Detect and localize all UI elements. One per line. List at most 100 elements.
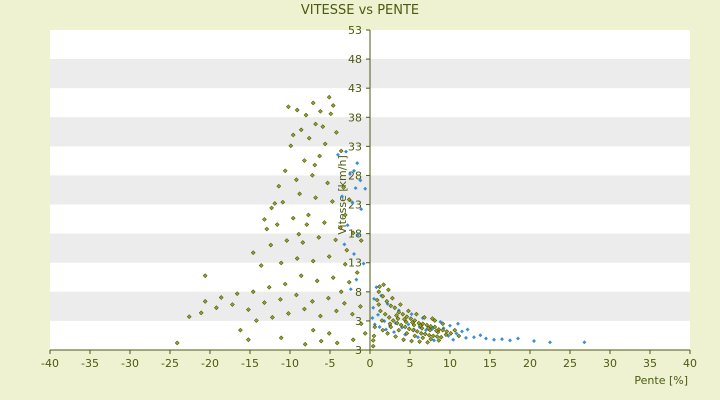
data-point [294,107,300,113]
data-point [355,161,360,166]
data-point [246,337,251,343]
data-point [385,331,390,336]
data-point [336,152,340,157]
data-point [342,261,348,267]
data-point [400,311,406,317]
data-point [388,324,394,330]
x-tick-label: 30 [603,357,617,370]
data-point [198,310,204,316]
data-point [274,222,280,227]
data-point [402,316,407,322]
x-tick-label: -15 [241,357,259,370]
data-point [396,309,402,315]
y-tick-label: 43 [348,82,362,95]
data-point [278,335,284,341]
data-point [202,299,208,304]
data-point [264,226,270,232]
data-point [432,318,438,323]
data-point [278,297,283,302]
chart-title: VITESSE vs PENTE [301,3,419,18]
data-point [434,334,440,339]
data-point [316,235,322,240]
data-point [358,321,364,327]
data-point [338,148,344,154]
data-point [346,279,352,285]
data-point [484,336,488,341]
x-tick-label: -35 [81,357,99,370]
x-tick-label: 15 [483,357,497,370]
data-point [284,238,290,243]
data-point [432,324,438,330]
data-point [404,331,410,336]
data-point [404,314,410,320]
data-point [330,103,336,108]
data-point [438,334,444,340]
data-point [420,321,426,327]
data-point [402,324,408,330]
data-point [358,304,363,309]
data-point [313,121,318,127]
data-point [254,318,259,323]
data-point [424,322,430,328]
data-point [334,130,339,135]
data-point [379,318,385,323]
data-point [320,124,326,129]
data-point [258,263,264,268]
data-point [414,311,419,317]
data-point [268,242,274,248]
data-point [298,273,304,279]
data-point [238,327,243,333]
x-tick-label: 25 [563,357,577,370]
data-point [317,153,322,159]
data-point [417,339,422,345]
data-point [286,104,291,110]
data-point [280,199,286,205]
data-point [376,302,382,307]
data-point [414,329,420,334]
data-point [288,143,294,149]
data-point [380,327,386,333]
data-point [456,333,462,339]
data-point [358,238,364,243]
x-tick-label: 20 [523,357,537,370]
x-axis-label: Pente [%] [634,374,688,387]
data-point [318,108,323,114]
data-point [294,256,300,261]
x-tick-label: -40 [41,357,59,370]
data-point [401,337,406,343]
data-point [412,318,418,323]
x-tick-label: -5 [325,357,336,370]
data-point [425,339,430,345]
data-point [346,197,352,202]
data-point [298,127,304,133]
data-point [300,240,306,245]
data-point [410,320,415,325]
data-point [370,343,376,349]
y-tick-label: 8 [355,286,362,299]
x-tick-label: 40 [683,357,697,370]
x-tick-label: -25 [161,357,179,370]
data-point [436,338,442,343]
data-point [422,315,427,320]
data-point [297,191,302,197]
data-point [302,158,307,163]
x-tick-label: 10 [443,357,457,370]
data-point [303,112,309,118]
data-point [250,250,256,256]
data-point [426,325,431,331]
data-point [310,172,315,178]
data-point [282,281,288,287]
data-point [392,305,398,311]
data-point [390,295,395,301]
x-tick-label: -10 [281,357,299,370]
data-point [356,232,360,237]
data-point [406,326,412,332]
data-point [362,331,368,336]
data-point [344,149,348,154]
data-point [409,338,414,344]
data-point [328,111,334,117]
data-point [326,254,332,259]
data-point [374,297,380,303]
data-point [334,340,340,346]
data-point [272,201,278,206]
